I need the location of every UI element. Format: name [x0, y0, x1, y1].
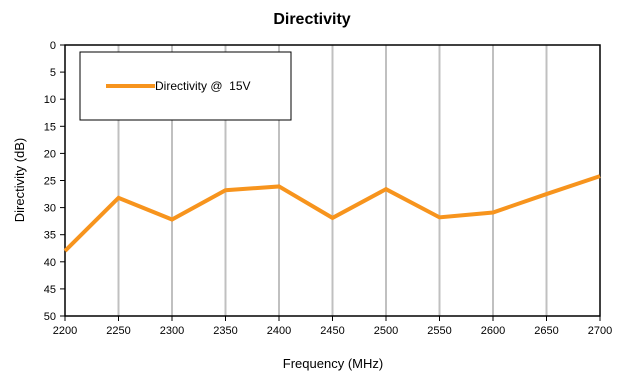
- x-tick-label: 2400: [267, 325, 291, 337]
- legend-entry-label: Directivity @ 15V: [155, 79, 251, 93]
- chart-title: Directivity: [273, 11, 350, 28]
- x-tick-label: 2700: [588, 325, 612, 337]
- x-tick-label: 2600: [481, 325, 505, 337]
- x-tick-label: 2250: [106, 325, 130, 337]
- y-tick-label: 0: [50, 40, 56, 52]
- x-tick-label: 2450: [320, 325, 344, 337]
- y-tick-label: 25: [44, 176, 56, 188]
- y-tick-label: 45: [44, 284, 56, 296]
- y-tick-label: 50: [44, 311, 56, 323]
- y-tick-label: 40: [44, 257, 56, 269]
- x-tick-label: 2200: [53, 325, 77, 337]
- x-tick-label: 2650: [534, 325, 558, 337]
- x-tick-label: 2350: [213, 325, 237, 337]
- legend: Directivity @ 15V: [79, 51, 292, 121]
- series-layer: [63, 174, 601, 253]
- y-tick-label: 15: [44, 121, 56, 133]
- x-tick-label: 2300: [160, 325, 184, 337]
- y-tick-label: 20: [44, 148, 56, 160]
- x-axis-title: Frequency (MHz): [283, 356, 383, 371]
- y-tick-label: 10: [44, 94, 56, 106]
- y-tick-label: 30: [44, 203, 56, 215]
- x-tick-label: 2500: [374, 325, 398, 337]
- y-axis-title: Directivity (dB): [12, 138, 27, 223]
- y-tick-label: 5: [50, 67, 56, 79]
- x-tick-label: 2550: [427, 325, 451, 337]
- axis-ticks: 2200 2250 2300 2350 2400 2450 2500 2550 2600 2650…: [44, 40, 612, 337]
- series-line-0: [63, 174, 601, 253]
- y-tick-label: 35: [44, 230, 56, 242]
